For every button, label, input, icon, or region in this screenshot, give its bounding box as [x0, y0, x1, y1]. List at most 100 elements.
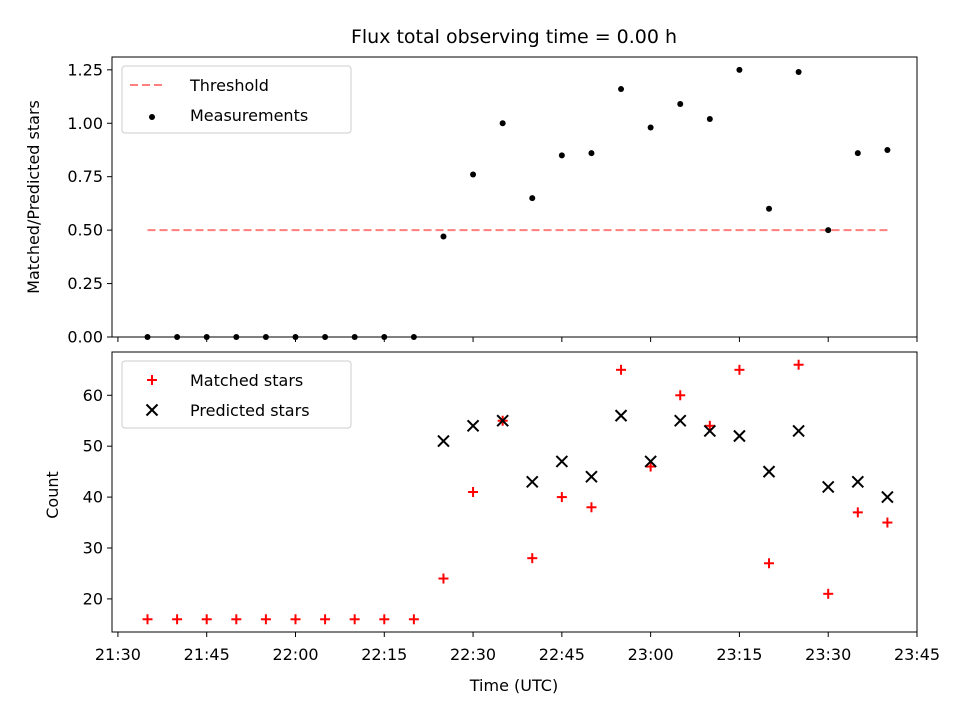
- predicted-star-point: [496, 414, 509, 427]
- matched-star-point: [675, 390, 686, 401]
- measurement-point: [529, 195, 536, 202]
- matched-star-point: [320, 614, 331, 625]
- y-tick-label: 0.00: [67, 328, 103, 347]
- measurement-point: [233, 334, 240, 340]
- matched-star-point: [882, 517, 893, 528]
- measurement-point: [558, 152, 565, 159]
- x-marker-b: [644, 455, 657, 468]
- matched-star-point: [616, 364, 627, 375]
- x-marker-b: [496, 414, 509, 427]
- x-marker-b: [881, 490, 894, 504]
- x-tick-label: 22:00: [272, 645, 318, 664]
- matched-star-point: [734, 364, 745, 375]
- legend-label: Predicted stars: [190, 401, 310, 420]
- legend-box: [121, 360, 352, 429]
- measurement-point: [322, 334, 329, 340]
- matched-star-point: [231, 614, 242, 625]
- x-marker-b: [703, 424, 717, 438]
- predicted-star-point: [466, 419, 480, 433]
- matched-star-point: [349, 614, 360, 625]
- matched-star-point: [852, 507, 863, 518]
- measurement-point: [470, 171, 477, 178]
- top-y-axis-label: Matched/Predicted stars: [24, 100, 43, 294]
- predicted-star-point: [733, 429, 746, 443]
- x-tick-label: 22:45: [539, 645, 585, 664]
- axes-frame: [111, 351, 918, 633]
- y-tick-label: 40: [83, 488, 103, 507]
- predicted-star-point: [881, 490, 894, 504]
- measurement-point: [647, 124, 654, 131]
- measurement-point: [706, 115, 713, 122]
- x-tick-label: 23:30: [805, 645, 851, 664]
- predicted-star-point: [614, 409, 628, 422]
- legend-measurement-swatch: [149, 114, 155, 120]
- x-axis-label: Time (UTC): [469, 676, 558, 695]
- matched-star-point: [438, 573, 449, 584]
- legend-predicted-swatch: [145, 403, 159, 417]
- legend-label: Matched stars: [190, 371, 303, 390]
- matched-star-point: [408, 614, 419, 625]
- x-tick-label: 21:30: [95, 645, 141, 664]
- measurement-point: [618, 86, 625, 93]
- matched-star-point: [379, 614, 390, 625]
- measurement-point: [736, 66, 743, 73]
- measurement-point: [410, 334, 417, 340]
- y-tick-label: 0.50: [67, 221, 103, 240]
- predicted-star-point: [703, 424, 717, 438]
- matched-star-point: [704, 420, 715, 431]
- predicted-star-point: [762, 465, 776, 478]
- y-tick-label: 50: [83, 437, 103, 456]
- measurement-point: [262, 334, 269, 340]
- matched-star-point: [468, 487, 479, 497]
- x-marker-b: [674, 414, 687, 427]
- measurement-point: [292, 334, 299, 340]
- legend-label: Measurements: [190, 106, 308, 125]
- y-tick-label: 1.00: [67, 114, 103, 133]
- x-marker-b: [822, 480, 835, 494]
- measurement-point: [144, 334, 151, 340]
- matched-star-point: [823, 588, 834, 599]
- x-marker-b: [437, 434, 450, 448]
- x-marker-b: [555, 455, 569, 468]
- measurement-point: [677, 101, 684, 108]
- matched-star-point: [527, 553, 538, 564]
- matched-star-point: [142, 614, 153, 625]
- y-tick-label: 30: [83, 539, 103, 558]
- measurement-point: [588, 150, 595, 157]
- x-tick-label: 23:00: [628, 645, 674, 664]
- x-marker-b: [851, 475, 865, 489]
- matched-star-point: [586, 502, 597, 513]
- matched-star-point: [290, 614, 301, 625]
- top-panel: 0.00 0.25 0.50 0.75 1.00 1.25 Threshold Measure…: [67, 56, 918, 347]
- predicted-star-point: [792, 424, 805, 438]
- chart-title: Flux total observing time = 0.00 h: [351, 26, 677, 48]
- predicted-star-point: [555, 455, 569, 468]
- predicted-star-point: [674, 414, 687, 427]
- predicted-star-point: [585, 470, 598, 483]
- measurement-point: [766, 205, 773, 212]
- x-tick-label: 22:15: [361, 645, 407, 664]
- y-tick-label: 60: [83, 386, 103, 405]
- predicted-star-point: [851, 475, 865, 489]
- y-tick-label: 20: [83, 589, 103, 608]
- x-tick-label: 22:30: [450, 645, 496, 664]
- x-marker-b: [792, 424, 805, 438]
- axes-frame: [111, 56, 918, 338]
- measurement-point: [854, 150, 861, 157]
- x-marker-b: [466, 419, 480, 433]
- legend: Matched stars Predicted stars: [121, 360, 352, 429]
- matched-star-point: [260, 614, 271, 625]
- measurement-point: [351, 334, 358, 340]
- measurement-point: [381, 334, 388, 340]
- measurement-point: [440, 233, 447, 240]
- legend: Threshold Measurements: [121, 65, 352, 134]
- measurement-point: [203, 334, 210, 340]
- x-marker-b: [614, 409, 628, 422]
- measurement-point: [174, 334, 181, 340]
- legend-label: Threshold: [189, 76, 269, 95]
- y-tick-label: 0.25: [67, 274, 103, 293]
- matched-star-point: [172, 614, 183, 625]
- x-marker-b: [145, 403, 159, 417]
- predicted-star-point: [526, 475, 539, 489]
